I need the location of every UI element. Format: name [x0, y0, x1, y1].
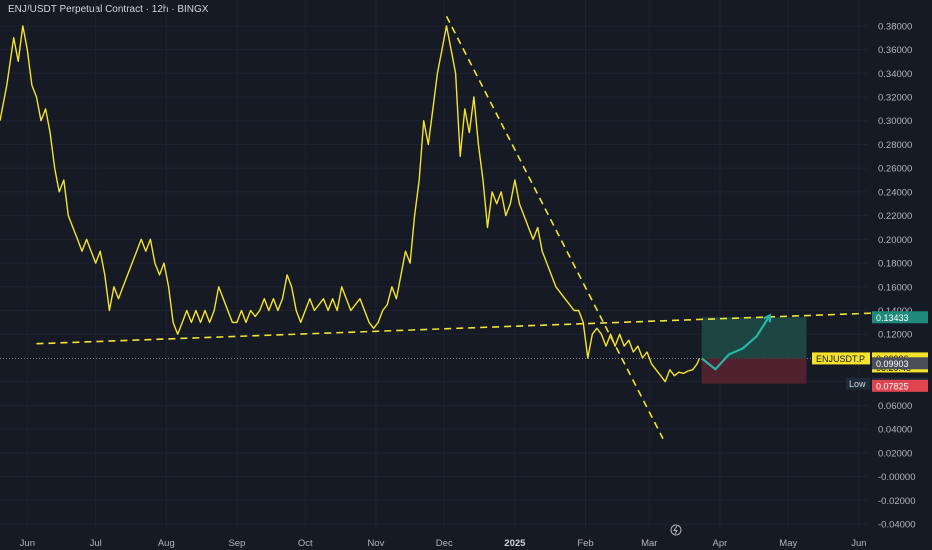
- low-tag-label: Low: [849, 379, 866, 389]
- x-tick-label: Jun: [851, 538, 866, 549]
- projection-path: [701, 314, 771, 371]
- x-tick-label: Jun: [20, 538, 35, 549]
- lightning-icon-ring: [670, 524, 682, 536]
- y-tick-label: 0.18000: [878, 259, 912, 270]
- trendlines: [36, 16, 880, 439]
- lightning-icon: [670, 524, 682, 536]
- stop-zone: [701, 358, 807, 384]
- y-tick-label: 0.06000: [878, 401, 912, 412]
- x-tick-label: May: [779, 538, 797, 549]
- grid: [0, 0, 868, 528]
- price-series: [0, 25, 701, 383]
- other-tag-value: 0.09903: [876, 359, 909, 369]
- y-tick-label: 0.22000: [878, 211, 912, 222]
- y-tick-label: 0.04000: [878, 425, 912, 436]
- y-tick-label: 0.32000: [878, 93, 912, 104]
- y-tick-label: 0.20000: [878, 235, 912, 246]
- x-tick-label: Oct: [298, 538, 313, 549]
- y-tick-label: -0.04000: [878, 520, 916, 531]
- price-tags: ENJUSDT.P0.0998605:29:480.134330.09903Lo…: [812, 311, 928, 392]
- x-axis: Jun Jul Aug Sep Oct Nov Dec 2025 Feb Mar Apr May Jun: [20, 524, 867, 549]
- y-tick-label: -0.02000: [878, 496, 916, 507]
- y-tick-label: 0.12000: [878, 330, 912, 341]
- resistance-trendline: [445, 16, 664, 439]
- x-tick-label: Jul: [90, 538, 102, 549]
- x-tick-label: Apr: [713, 538, 728, 549]
- symbol-tag-label: ENJUSDT.P: [816, 354, 865, 364]
- price-tag: 0.09903: [872, 357, 928, 370]
- stop-tag-bg: [872, 379, 928, 392]
- x-tick-label: Sep: [228, 538, 245, 549]
- projection-arrow: [701, 313, 772, 371]
- other-tag-bg: [872, 357, 928, 370]
- y-tick-label: 0.38000: [878, 21, 912, 32]
- y-tick-label: 0.36000: [878, 45, 912, 56]
- y-axis: 0.38000 0.36000 0.34000 0.32000 0.30000 0.280…: [878, 21, 916, 530]
- symbol-tag-bg: [812, 352, 870, 365]
- y-tick-label: 0.24000: [878, 187, 912, 198]
- support-trendline: [36, 312, 880, 345]
- y-tick-label: -0.00000: [878, 472, 916, 483]
- y-tick-label: 0.16000: [878, 282, 912, 293]
- y-tick-label: 0.30000: [878, 116, 912, 127]
- chart-title: ENJ/USDT Perpetual Contract · 12h · BING…: [8, 4, 209, 15]
- target-tag-value: 0.13433: [876, 313, 909, 323]
- target-tag-bg: [872, 311, 928, 324]
- low-tag-bg: [846, 377, 870, 390]
- y-tick-label: 0.26000: [878, 164, 912, 175]
- y-tick-label: 0.28000: [878, 140, 912, 151]
- x-tick-label: Mar: [641, 538, 657, 549]
- x-tick-label: Aug: [158, 538, 175, 549]
- x-tick-label: Feb: [577, 538, 593, 549]
- y-tick-label: 0.34000: [878, 69, 912, 80]
- y-tick-label: 0.02000: [878, 448, 912, 459]
- price-tag: 0.07825: [872, 379, 928, 392]
- projection-arrowhead: [763, 313, 772, 323]
- x-tick-label: 2025: [504, 538, 526, 549]
- price-tag: 0.13433: [872, 311, 928, 324]
- price-line: [0, 25, 701, 383]
- stop-tag-value: 0.07825: [876, 381, 909, 391]
- x-tick-label: Dec: [436, 538, 453, 549]
- lightning-icon-bolt: [673, 525, 678, 535]
- position-zones: [701, 317, 807, 384]
- x-tick-label: Nov: [367, 538, 384, 549]
